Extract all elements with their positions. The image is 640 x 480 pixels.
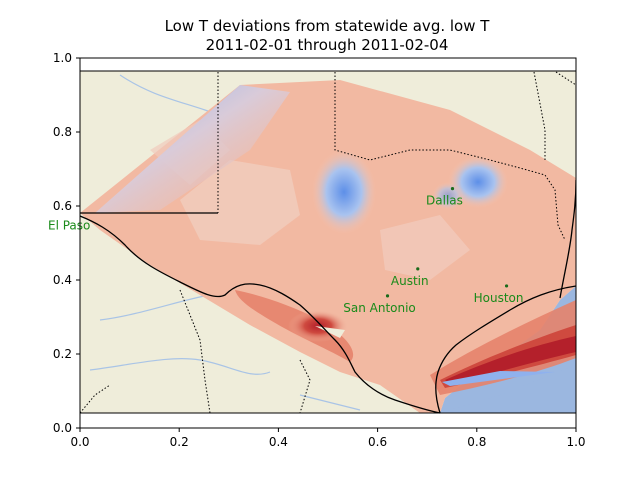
warm-band-coast-core <box>445 336 576 384</box>
city-label: Austin <box>391 274 429 288</box>
map-bottom-margin <box>80 413 576 428</box>
city-label: Houston <box>474 291 524 305</box>
y-tick-label: 0.0 <box>53 421 72 435</box>
x-tick-label: 0.4 <box>269 435 288 449</box>
city-marker <box>450 187 455 191</box>
city-label: Dallas <box>426 194 463 208</box>
map-top-margin <box>80 58 576 71</box>
y-tick-label: 0.2 <box>53 347 72 361</box>
plot-area <box>80 58 576 428</box>
y-tick-label: 1.0 <box>53 51 72 65</box>
cold-cell-central <box>312 150 376 234</box>
city-marker <box>416 267 420 271</box>
x-tick-label: 1.0 <box>566 435 585 449</box>
gulf-water-southeast <box>440 365 576 413</box>
y-axis: 0.0 0.2 0.4 0.6 0.8 1.0 <box>53 51 80 435</box>
deviation-field-nw-cold <box>95 85 290 213</box>
texas-outline <box>80 179 576 414</box>
state-borders <box>80 71 576 414</box>
deviation-field-light-patch <box>380 215 470 280</box>
cold-cell-dallas-west <box>432 182 464 210</box>
city-marker <box>385 294 390 298</box>
deviation-field-light-patch <box>180 160 300 245</box>
cold-streak-coast <box>442 371 555 386</box>
x-tick-label: 0.2 <box>170 435 189 449</box>
y-tick-label: 0.8 <box>53 125 72 139</box>
x-tick-label: 0.6 <box>368 435 387 449</box>
chart-title-line-1: Low T deviations from statewide avg. low… <box>165 17 491 35</box>
city-label: San Antonio <box>343 301 416 315</box>
chart-title-line-2: 2011-02-01 through 2011-02-04 <box>206 36 449 54</box>
x-tick-label: 0.0 <box>70 435 89 449</box>
y-tick-label: 0.4 <box>53 273 72 287</box>
y-tick-label: 0.6 <box>53 199 72 213</box>
city-marker <box>504 284 509 288</box>
city-label: El Paso <box>48 218 90 232</box>
map-extent-frame <box>80 70 576 414</box>
x-tick-label: 0.8 <box>467 435 486 449</box>
cold-streak-border <box>315 326 345 338</box>
x-axis: 0.0 0.2 0.4 0.6 0.8 1.0 <box>70 428 586 449</box>
axes-frame <box>79 57 577 429</box>
